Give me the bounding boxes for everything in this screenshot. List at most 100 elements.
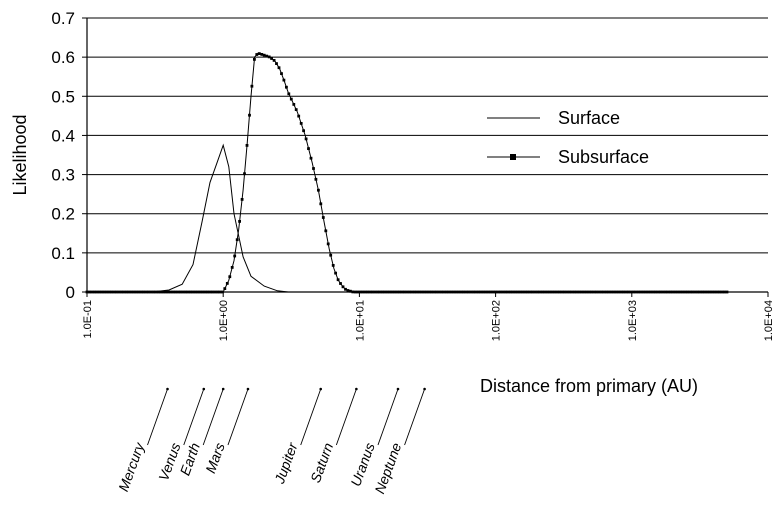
- x-tick-label: 1.0E+04: [763, 300, 775, 341]
- planet-marker-line: [377, 388, 399, 446]
- subsurface-marker: [553, 290, 557, 294]
- y-tick-label: 0.5: [51, 87, 75, 106]
- subsurface-marker: [499, 290, 502, 294]
- subsurface-marker: [265, 54, 269, 58]
- planet-marker-dot: [221, 387, 225, 391]
- subsurface-marker: [477, 290, 480, 294]
- y-tick-label: 0.3: [51, 166, 75, 185]
- subsurface-marker: [516, 290, 520, 294]
- subsurface-marker: [447, 290, 451, 294]
- subsurface-marker: [457, 290, 461, 294]
- subsurface-marker: [656, 290, 660, 294]
- subsurface-marker: [509, 290, 512, 294]
- subsurface-marker: [341, 285, 345, 289]
- legend-subsurface-marker: [510, 154, 516, 160]
- subsurface-marker: [356, 290, 360, 294]
- y-tick-label: 0.2: [51, 205, 75, 224]
- y-tick-label: 0.4: [51, 126, 75, 145]
- subsurface-marker: [179, 290, 182, 294]
- subsurface-marker: [105, 290, 109, 294]
- subsurface-marker: [144, 290, 148, 294]
- subsurface-marker: [166, 290, 170, 294]
- subsurface-marker: [425, 290, 429, 294]
- subsurface-marker: [324, 229, 328, 233]
- subsurface-marker: [649, 290, 653, 294]
- subsurface-marker: [587, 290, 591, 294]
- subsurface-marker: [122, 290, 126, 294]
- subsurface-marker: [285, 85, 288, 89]
- planet-marker-line: [227, 388, 249, 446]
- subsurface-marker: [137, 290, 141, 294]
- subsurface-marker: [469, 290, 473, 294]
- subsurface-marker: [713, 290, 717, 294]
- y-tick-label: 0.1: [51, 244, 75, 263]
- subsurface-marker: [676, 290, 680, 294]
- subsurface-marker: [641, 290, 645, 294]
- subsurface-marker: [720, 290, 724, 294]
- subsurface-marker: [501, 290, 505, 294]
- subsurface-marker: [403, 290, 406, 294]
- subsurface-marker: [484, 290, 488, 294]
- subsurface-marker: [590, 290, 593, 294]
- subsurface-marker: [139, 290, 143, 294]
- axes: [82, 17, 769, 297]
- series-line-surface: [87, 143, 727, 293]
- subsurface-marker: [240, 198, 244, 201]
- subsurface-marker: [442, 290, 446, 294]
- subsurface-marker: [491, 290, 495, 294]
- planet-marker-dot: [319, 387, 323, 391]
- subsurface-marker: [112, 290, 116, 294]
- subsurface-marker: [398, 290, 401, 294]
- subsurface-marker: [393, 290, 397, 294]
- subsurface-marker: [560, 290, 564, 294]
- subsurface-marker: [213, 290, 217, 294]
- subsurface-marker: [294, 108, 298, 111]
- legend-surface-label: Surface: [558, 108, 620, 128]
- subsurface-marker: [533, 290, 537, 294]
- subsurface-marker: [376, 290, 379, 294]
- subsurface-marker: [718, 290, 721, 294]
- subsurface-marker: [129, 290, 133, 294]
- subsurface-marker: [627, 290, 630, 294]
- subsurface-marker: [381, 290, 384, 294]
- subsurface-marker: [228, 275, 232, 279]
- subsurface-marker: [107, 290, 111, 294]
- planet-marker-line: [300, 388, 322, 446]
- subsurface-marker: [289, 97, 293, 101]
- subsurface-marker: [673, 290, 677, 294]
- subsurface-marker: [427, 290, 431, 294]
- subsurface-marker: [208, 290, 212, 294]
- subsurface-marker: [304, 137, 308, 141]
- planet-marker-line: [202, 388, 224, 446]
- subsurface-marker: [452, 290, 456, 294]
- subsurface-marker: [189, 290, 192, 294]
- subsurface-marker: [602, 290, 606, 294]
- subsurface-marker: [698, 290, 702, 294]
- subsurface-marker: [669, 290, 672, 294]
- subsurface-marker: [321, 216, 325, 219]
- subsurface-marker: [637, 290, 640, 294]
- subsurface-marker: [486, 290, 490, 294]
- subsurface-marker: [723, 290, 726, 294]
- subsurface-marker: [585, 290, 589, 294]
- subsurface-marker: [147, 290, 150, 294]
- subsurface-marker: [314, 177, 318, 181]
- subsurface-marker: [93, 290, 96, 294]
- subsurface-marker: [691, 290, 694, 294]
- subsurface-marker: [280, 72, 283, 75]
- y-tick-label: 0.6: [51, 48, 75, 67]
- subsurface-marker: [297, 114, 301, 118]
- subsurface-marker: [536, 290, 539, 294]
- subsurface-marker: [388, 290, 392, 294]
- subsurface-marker: [132, 290, 136, 294]
- subsurface-marker: [577, 290, 581, 294]
- planet-marker-line: [335, 388, 357, 446]
- subsurface-marker: [417, 290, 421, 294]
- subsurface-marker: [102, 290, 106, 294]
- subsurface-marker: [415, 290, 419, 294]
- subsurface-marker: [592, 290, 596, 294]
- subsurface-marker: [408, 290, 411, 294]
- subsurface-marker: [538, 290, 542, 294]
- subsurface-marker: [373, 290, 377, 294]
- x-tick-labels: 1.0E-01 1.0E+00 1.0E+01 1.0E+02 1.0E+03 1.0E+…: [82, 300, 775, 341]
